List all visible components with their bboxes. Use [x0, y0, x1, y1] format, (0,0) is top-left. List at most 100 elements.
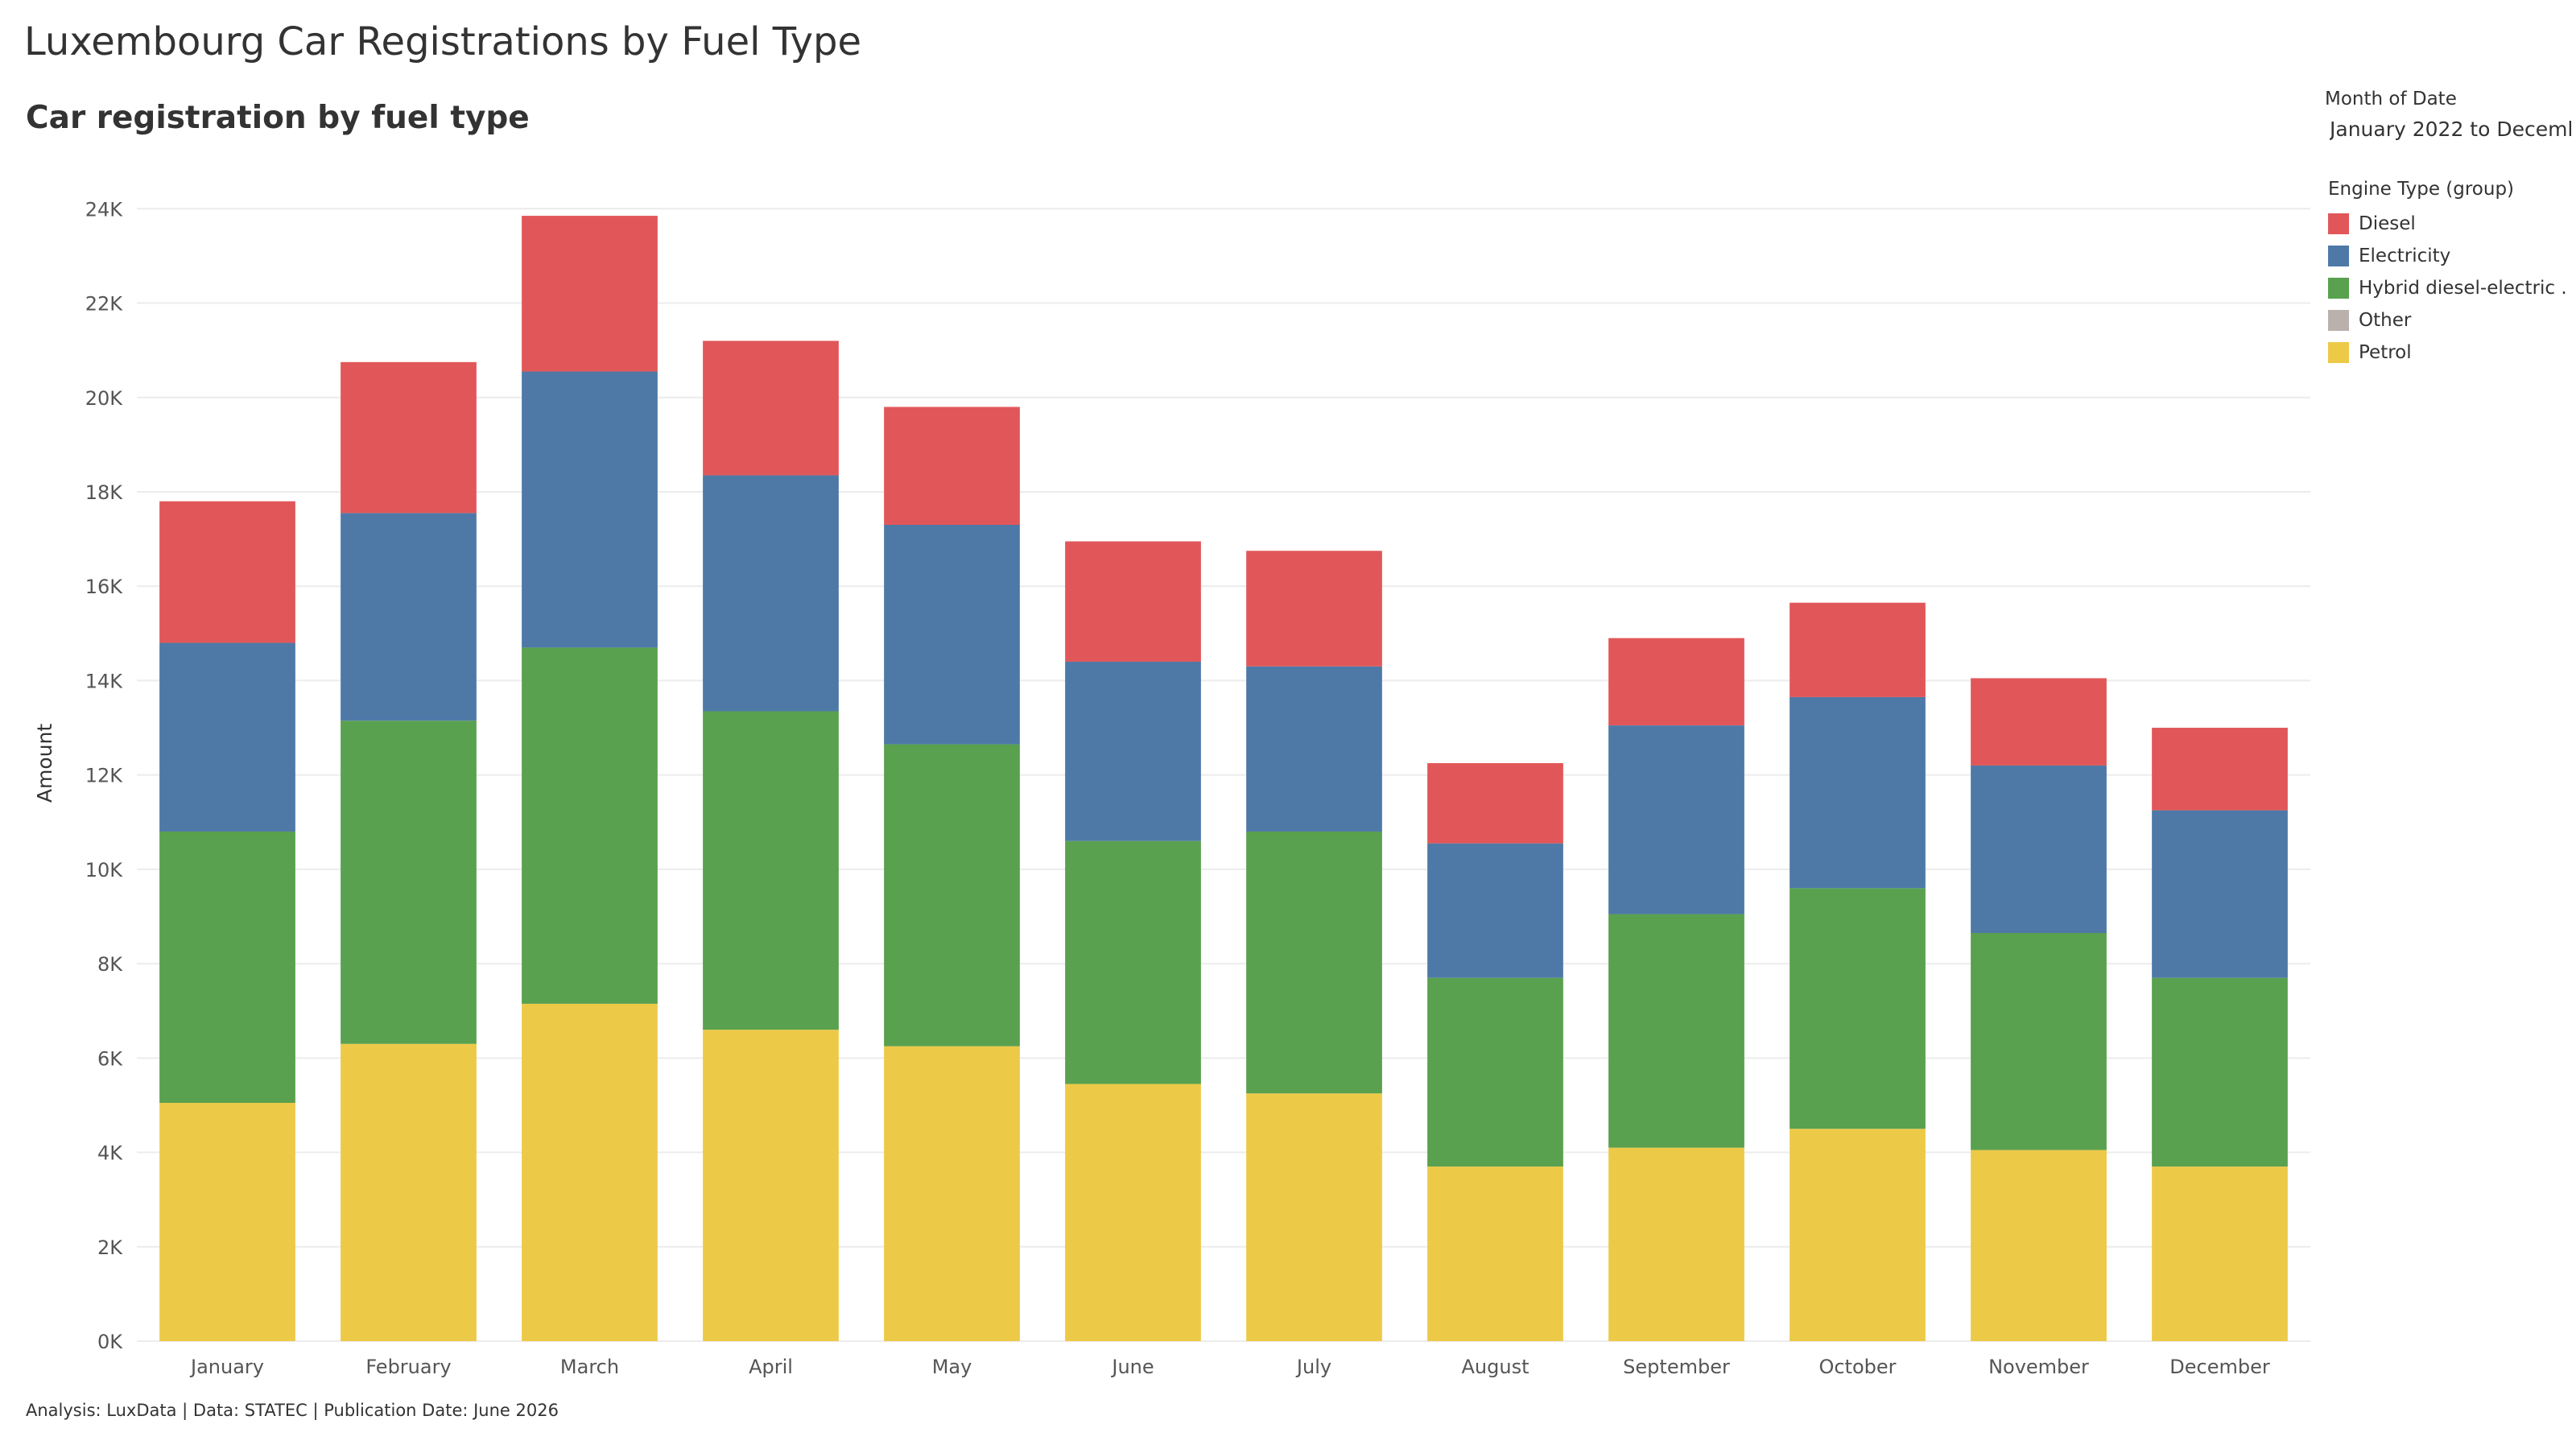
- bar-july-petrol[interactable]: [1246, 1093, 1382, 1341]
- bar-february-electricity[interactable]: [341, 513, 477, 721]
- bar-august-petrol[interactable]: [1427, 1166, 1563, 1341]
- bar-february-petrol[interactable]: [341, 1043, 477, 1341]
- bar-september-hybrid[interactable]: [1608, 914, 1744, 1148]
- bar-march-petrol[interactable]: [522, 1003, 658, 1341]
- bar-november-hybrid[interactable]: [1971, 933, 2107, 1150]
- bar-october-hybrid[interactable]: [1790, 888, 1926, 1129]
- legend-item-electricity[interactable]: Electricity: [2328, 240, 2576, 272]
- bar-september-diesel[interactable]: [1608, 638, 1744, 726]
- y-tick-label: 10K: [85, 859, 124, 881]
- bar-august-hybrid[interactable]: [1427, 977, 1563, 1167]
- y-tick-label: 24K: [85, 198, 124, 221]
- bar-may-diesel[interactable]: [884, 407, 1020, 526]
- legend-label: Other: [2359, 310, 2412, 331]
- y-tick-label: 0K: [97, 1331, 123, 1353]
- legend-label: Diesel: [2359, 213, 2416, 234]
- bar-december-diesel[interactable]: [2152, 728, 2288, 811]
- bar-june-petrol[interactable]: [1065, 1084, 1201, 1341]
- x-tick-label: January: [189, 1356, 264, 1378]
- x-tick-label: February: [365, 1356, 451, 1378]
- bar-july-electricity[interactable]: [1246, 666, 1382, 832]
- y-tick-label: 8K: [97, 953, 123, 976]
- bar-august-diesel[interactable]: [1427, 763, 1563, 844]
- bar-july-hybrid[interactable]: [1246, 831, 1382, 1094]
- x-tick-label: November: [1988, 1356, 2089, 1378]
- x-tick-label: May: [932, 1356, 972, 1378]
- legend-title: Engine Type (group): [2328, 179, 2515, 200]
- bar-february-diesel[interactable]: [341, 361, 477, 514]
- bar-november-petrol[interactable]: [1971, 1150, 2107, 1341]
- x-tick-label: December: [2169, 1356, 2270, 1378]
- x-tick-label: March: [560, 1356, 619, 1378]
- bar-may-hybrid[interactable]: [884, 744, 1020, 1046]
- legend-swatch: [2328, 213, 2349, 234]
- y-tick-label: 18K: [85, 481, 124, 504]
- bar-january-hybrid[interactable]: [159, 831, 295, 1104]
- gridlines: [137, 208, 2310, 1342]
- bar-july-diesel[interactable]: [1246, 551, 1382, 667]
- legend-swatch: [2328, 310, 2349, 331]
- bar-may-petrol[interactable]: [884, 1046, 1020, 1341]
- bar-december-petrol[interactable]: [2152, 1166, 2288, 1341]
- x-tick-label: September: [1623, 1356, 1730, 1378]
- legend-item-diesel[interactable]: Diesel: [2328, 208, 2576, 240]
- x-tick-label: July: [1295, 1356, 1331, 1378]
- bars: [159, 216, 2288, 1341]
- x-tick-label: April: [749, 1356, 793, 1378]
- bar-october-electricity[interactable]: [1790, 696, 1926, 889]
- legend-item-hybrid[interactable]: Hybrid diesel-electric ..: [2328, 272, 2576, 304]
- legend-swatch: [2328, 278, 2349, 299]
- bar-august-electricity[interactable]: [1427, 843, 1563, 978]
- stacked-bar-chart: 0K 2K 4K 6K 8K 10K 12K 14K 16K 18K 20K 22K 24K Amount…: [33, 198, 2310, 1378]
- bar-september-petrol[interactable]: [1608, 1147, 1744, 1341]
- page-title: Luxembourg Car Registrations by Fuel Typ…: [24, 19, 861, 64]
- bar-march-hybrid[interactable]: [522, 647, 658, 1004]
- filter-value[interactable]: January 2022 to Decembe..: [2330, 118, 2571, 141]
- bar-april-petrol[interactable]: [703, 1030, 839, 1341]
- bar-september-electricity[interactable]: [1608, 725, 1744, 914]
- bar-october-petrol[interactable]: [1790, 1129, 1926, 1341]
- footer-credits: Analysis: LuxData | Data: STATEC | Publi…: [26, 1401, 559, 1420]
- bar-june-electricity[interactable]: [1065, 661, 1201, 841]
- bar-january-diesel[interactable]: [159, 501, 295, 643]
- bar-november-diesel[interactable]: [1971, 678, 2107, 766]
- bar-june-diesel[interactable]: [1065, 541, 1201, 662]
- legend-label: Hybrid diesel-electric ..: [2359, 278, 2568, 299]
- y-tick-label: 14K: [85, 670, 124, 692]
- y-tick-label: 16K: [85, 576, 124, 598]
- y-tick-label: 4K: [97, 1142, 123, 1165]
- y-axis: 0K 2K 4K 6K 8K 10K 12K 14K 16K 18K 20K 22K 24K Amount: [33, 198, 123, 1353]
- bar-october-diesel[interactable]: [1790, 602, 1926, 697]
- y-tick-label: 6K: [97, 1047, 123, 1070]
- y-tick-label: 2K: [97, 1236, 123, 1259]
- bar-march-electricity[interactable]: [522, 371, 658, 648]
- date-filter[interactable]: Month of Date January 2022 to Decembe..: [2325, 89, 2576, 141]
- x-tick-label: October: [1818, 1356, 1896, 1378]
- bar-december-electricity[interactable]: [2152, 810, 2288, 978]
- legend-label: Petrol: [2359, 342, 2412, 363]
- bar-january-electricity[interactable]: [159, 642, 295, 832]
- chart-subtitle: Car registration by fuel type: [26, 100, 530, 136]
- legend-item-other[interactable]: Other: [2328, 304, 2576, 336]
- bar-may-electricity[interactable]: [884, 525, 1020, 745]
- x-axis: January February March April May June July Augu…: [189, 1356, 2270, 1378]
- bar-april-electricity[interactable]: [703, 475, 839, 712]
- bar-march-diesel[interactable]: [522, 216, 658, 372]
- bar-december-hybrid[interactable]: [2152, 977, 2288, 1167]
- filter-title: Month of Date: [2325, 89, 2457, 109]
- y-tick-label: 12K: [85, 765, 124, 787]
- bar-april-hybrid[interactable]: [703, 711, 839, 1030]
- bar-february-hybrid[interactable]: [341, 720, 477, 1044]
- legend-item-petrol[interactable]: Petrol: [2328, 336, 2576, 369]
- bar-june-hybrid[interactable]: [1065, 840, 1201, 1084]
- bar-november-electricity[interactable]: [1971, 765, 2107, 934]
- y-tick-label: 20K: [85, 387, 124, 410]
- legend-label: Electricity: [2359, 246, 2451, 266]
- bar-april-diesel[interactable]: [703, 341, 839, 476]
- y-axis-title: Amount: [33, 724, 56, 803]
- x-tick-label: August: [1462, 1356, 1530, 1378]
- legend: Engine Type (group) Diesel Electricity H…: [2328, 179, 2576, 369]
- bar-january-petrol[interactable]: [159, 1103, 295, 1341]
- legend-swatch: [2328, 342, 2349, 363]
- y-tick-label: 22K: [85, 293, 124, 316]
